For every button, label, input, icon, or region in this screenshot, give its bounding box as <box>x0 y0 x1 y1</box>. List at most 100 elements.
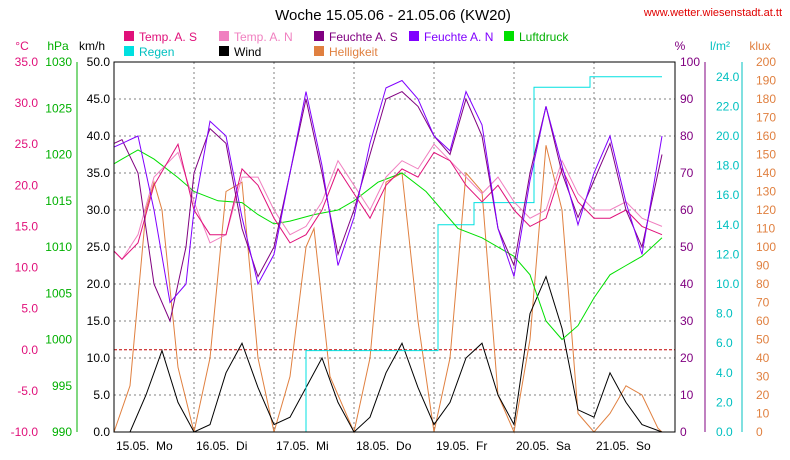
data-series <box>113 76 663 434</box>
brightness-tick-label: 60 <box>756 314 770 328</box>
brightness-tick-label: 50 <box>756 333 770 347</box>
brightness-tick-label: 80 <box>756 277 770 291</box>
pressure-unit-label: hPa <box>47 39 69 53</box>
chart-title: Woche 15.05.06 - 21.05.06 (KW20) <box>275 7 511 24</box>
temp-tick-label: 15.0 <box>15 219 39 233</box>
series-line-luftdruck <box>113 149 663 341</box>
humidity-tick-label: 60 <box>680 203 694 217</box>
axis-tick-labels: 35.0 30.0 25.0 20.0 15.0 10.0 5.0 0.0 -5.0 -10.0 1… <box>11 55 777 439</box>
legend-swatch-temp-n <box>219 31 229 41</box>
rain-tick-label: 2.0 <box>716 395 733 409</box>
x-tick-label: 21.05. So <box>596 439 651 453</box>
legend-label-temp-n: Temp. A. N <box>234 30 293 44</box>
plot-frame <box>113 61 676 433</box>
brightness-tick-label: 140 <box>756 166 776 180</box>
rain-tick-label: 24.0 <box>716 70 740 84</box>
humidity-tick-label: 80 <box>680 129 694 143</box>
temp-tick-label: -5.0 <box>17 384 38 398</box>
wind-tick-label: 30.0 <box>87 203 111 217</box>
legend-swatch-temp-s <box>124 31 134 41</box>
rain-tick-label: 0.0 <box>716 425 733 439</box>
x-tick-label: 15.05. Mo <box>116 439 173 453</box>
humidity-tick-label: 10 <box>680 388 694 402</box>
temp-tick-label: 30.0 <box>15 96 39 110</box>
pressure-tick-label: 995 <box>52 379 72 393</box>
plot-grid <box>114 62 675 432</box>
temp-tick-label: 5.0 <box>21 302 38 316</box>
rain-tick-label: 18.0 <box>716 159 740 173</box>
x-tick-label: 17.05. Mi <box>276 439 329 453</box>
x-tick-label: 16.05. Di <box>196 439 247 453</box>
series-line-wind <box>114 275 663 433</box>
humidity-unit-label: % <box>675 39 686 53</box>
wind-tick-label: 40.0 <box>87 129 111 143</box>
x-tick-label: 18.05. Do <box>356 439 412 453</box>
brightness-unit-label: klux <box>749 39 770 53</box>
legend-swatch-regen <box>124 46 134 56</box>
humidity-tick-label: 70 <box>680 166 694 180</box>
rain-tick-label: 20.0 <box>716 129 740 143</box>
pressure-tick-label: 1005 <box>45 286 72 300</box>
temp-tick-label: 0.0 <box>21 343 38 357</box>
legend-swatch-luftdruck <box>504 31 514 41</box>
brightness-tick-label: 130 <box>756 185 776 199</box>
series-line-temp-n <box>113 143 663 261</box>
wind-tick-label: 15.0 <box>87 314 111 328</box>
legend-swatch-feuchte-n <box>409 31 419 41</box>
wind-tick-label: 50.0 <box>87 55 111 69</box>
legend-label-feuchte-n: Feuchte A. N <box>424 30 493 44</box>
pressure-tick-label: 1025 <box>45 101 72 115</box>
brightness-tick-label: 180 <box>756 92 776 106</box>
temp-tick-label: 20.0 <box>15 178 39 192</box>
wind-tick-label: 0.0 <box>93 425 110 439</box>
brightness-tick-label: 100 <box>756 240 776 254</box>
brightness-tick-label: 70 <box>756 296 770 310</box>
wind-tick-label: 25.0 <box>87 240 111 254</box>
brightness-tick-label: 10 <box>756 407 770 421</box>
source-label: www.wetter.wiesenstadt.at.tt <box>643 7 782 19</box>
series-line-regen <box>114 76 662 433</box>
legend-swatch-helligkeit <box>314 46 324 56</box>
temp-tick-label: 25.0 <box>15 137 39 151</box>
pressure-tick-label: 1030 <box>45 55 72 69</box>
wind-tick-label: 20.0 <box>87 277 111 291</box>
legend-label-feuchte-s: Feuchte A. S <box>329 30 398 44</box>
legend-swatch-wind <box>219 46 229 56</box>
x-tick-label: 19.05. Fr <box>436 439 487 453</box>
brightness-tick-label: 120 <box>756 203 776 217</box>
humidity-tick-label: 100 <box>680 55 700 69</box>
rain-tick-label: 14.0 <box>716 218 740 232</box>
pressure-tick-label: 990 <box>52 425 72 439</box>
brightness-tick-label: 110 <box>756 222 775 236</box>
rain-tick-label: 10.0 <box>716 277 740 291</box>
brightness-tick-label: 170 <box>756 111 776 125</box>
temp-unit-label: °C <box>15 39 29 53</box>
x-tick-label: 20.05. Sa <box>516 439 571 453</box>
rain-unit-label: l/m² <box>710 39 730 53</box>
legend-label-luftdruck: Luftdruck <box>519 30 569 44</box>
pressure-tick-label: 1015 <box>45 194 72 208</box>
rain-tick-label: 6.0 <box>716 336 733 350</box>
x-axis-day-labels: 15.05. Mo 16.05. Di 17.05. Mi 18.05. Do … <box>116 439 651 453</box>
humidity-tick-label: 30 <box>680 314 694 328</box>
temp-tick-label: 35.0 <box>15 55 39 69</box>
humidity-tick-label: 50 <box>680 240 694 254</box>
brightness-tick-label: 150 <box>756 148 776 162</box>
temp-tick-label: -10.0 <box>11 425 39 439</box>
wind-tick-label: 10.0 <box>87 351 111 365</box>
series-line-feuchte-n <box>113 79 663 304</box>
legend-label-helligkeit: Helligkeit <box>329 45 378 59</box>
pressure-tick-label: 1020 <box>45 148 72 162</box>
brightness-tick-label: 20 <box>756 388 770 402</box>
series-line-temp-s <box>113 142 663 261</box>
humidity-tick-label: 20 <box>680 351 694 365</box>
brightness-tick-label: 0 <box>756 425 763 439</box>
brightness-tick-label: 90 <box>756 259 770 273</box>
legend-swatch-feuchte-s <box>314 31 324 41</box>
legend-label-temp-s: Temp. A. S <box>139 30 197 44</box>
wind-tick-label: 35.0 <box>87 166 111 180</box>
humidity-tick-label: 40 <box>680 277 694 291</box>
legend-label-wind: Wind <box>234 45 261 59</box>
rain-tick-label: 12.0 <box>716 247 740 261</box>
